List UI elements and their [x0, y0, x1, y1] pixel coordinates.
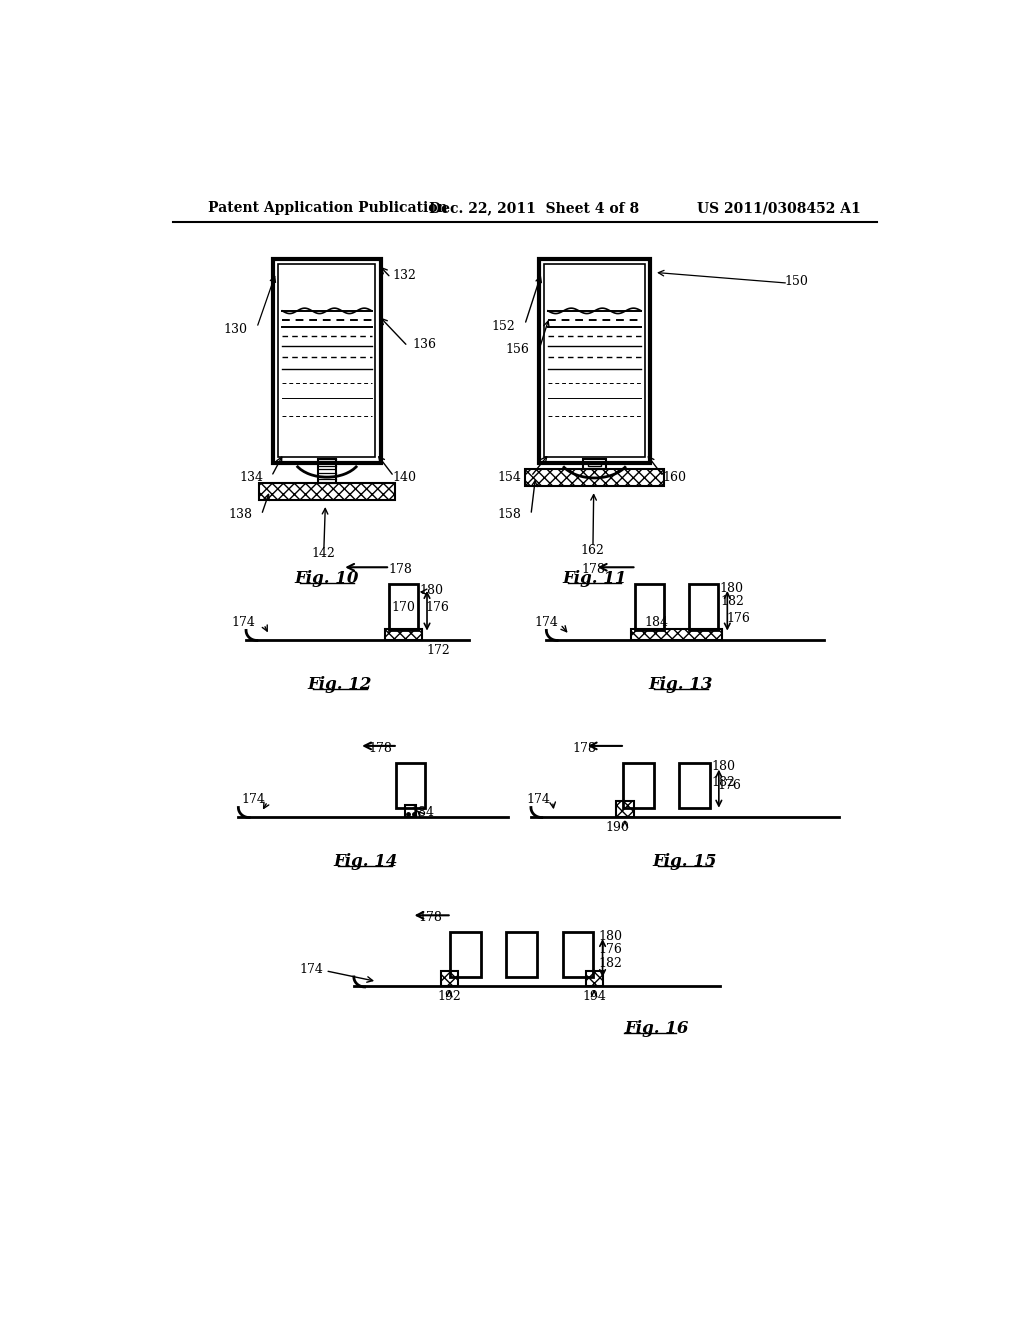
Bar	[635, 585, 665, 631]
Text: 158: 158	[497, 508, 521, 520]
Text: 184: 184	[411, 807, 434, 820]
Bar	[689, 585, 718, 631]
Text: 192: 192	[437, 990, 461, 1003]
Bar	[317, 459, 336, 483]
Text: 176: 176	[718, 779, 741, 792]
Bar	[586, 970, 602, 986]
Text: 172: 172	[427, 644, 451, 657]
Text: 184: 184	[644, 616, 669, 630]
Text: 174: 174	[299, 962, 323, 975]
Bar	[615, 801, 634, 817]
Text: 182: 182	[720, 594, 743, 607]
Bar	[583, 459, 606, 469]
Bar	[385, 628, 422, 640]
Bar	[441, 970, 458, 986]
Text: Fig. 12: Fig. 12	[308, 676, 373, 693]
Text: 134: 134	[240, 471, 264, 484]
Text: Fig. 16: Fig. 16	[625, 1020, 688, 1038]
Text: Patent Application Publication: Patent Application Publication	[208, 202, 447, 215]
Bar	[524, 469, 665, 486]
Bar	[451, 932, 481, 977]
Text: 152: 152	[492, 319, 515, 333]
Text: 180: 180	[720, 582, 743, 594]
Text: 180: 180	[712, 760, 735, 774]
Text: Dec. 22, 2011  Sheet 4 of 8: Dec. 22, 2011 Sheet 4 of 8	[429, 202, 639, 215]
Text: 174: 174	[242, 793, 265, 807]
Text: 176: 176	[598, 942, 623, 956]
Bar	[631, 628, 722, 640]
Bar	[396, 763, 425, 808]
Text: Fig. 15: Fig. 15	[652, 853, 717, 870]
Text: 178: 178	[388, 564, 412, 576]
Text: 190: 190	[605, 821, 629, 834]
Text: US 2011/0308452 A1: US 2011/0308452 A1	[696, 202, 860, 215]
Bar	[273, 259, 381, 462]
Bar	[679, 763, 710, 808]
Text: 178: 178	[419, 911, 442, 924]
Text: 174: 174	[535, 616, 558, 630]
Text: 182: 182	[712, 776, 735, 789]
Text: 180: 180	[598, 929, 623, 942]
Text: 170: 170	[391, 601, 415, 614]
Text: 176: 176	[426, 601, 450, 614]
Bar	[506, 932, 538, 977]
Text: Fig. 14: Fig. 14	[333, 853, 397, 870]
Text: 156: 156	[506, 343, 529, 356]
Text: Fig. 11: Fig. 11	[562, 569, 627, 586]
Bar	[624, 763, 654, 808]
Text: 178: 178	[572, 742, 596, 755]
Text: 176: 176	[726, 612, 750, 626]
Text: 130: 130	[223, 323, 248, 335]
Text: 132: 132	[393, 269, 417, 282]
Text: 154: 154	[497, 471, 521, 484]
Text: 142: 142	[311, 546, 335, 560]
Text: 174: 174	[231, 616, 255, 630]
Text: 180: 180	[420, 583, 443, 597]
Text: 150: 150	[784, 275, 809, 288]
Text: 182: 182	[598, 957, 623, 970]
Text: Fig. 13: Fig. 13	[649, 676, 714, 693]
Bar	[388, 585, 418, 631]
Text: 138: 138	[228, 508, 252, 520]
Text: 162: 162	[581, 544, 604, 557]
Bar	[539, 259, 650, 462]
Text: 174: 174	[526, 793, 550, 807]
Text: Fig. 10: Fig. 10	[295, 569, 359, 586]
Bar	[406, 805, 416, 817]
Bar	[544, 264, 645, 457]
Bar	[562, 932, 593, 977]
Text: 178: 178	[369, 742, 393, 755]
Text: 178: 178	[582, 564, 605, 576]
Text: 140: 140	[392, 471, 417, 484]
Text: 194: 194	[583, 990, 606, 1003]
Text: 136: 136	[413, 338, 436, 351]
Bar	[279, 264, 376, 457]
Bar	[259, 483, 394, 499]
Bar	[588, 462, 601, 466]
Text: 160: 160	[663, 471, 686, 484]
